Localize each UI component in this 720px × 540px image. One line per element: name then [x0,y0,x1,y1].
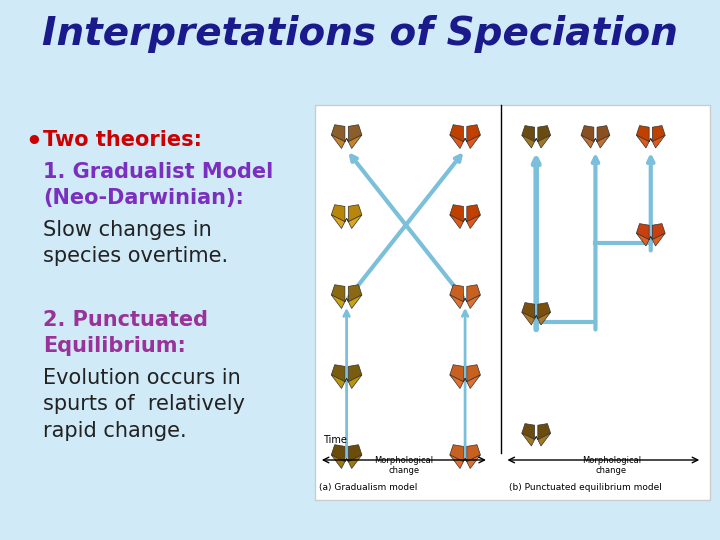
Text: 1. Gradualist Model
(Neo-Darwinian):: 1. Gradualist Model (Neo-Darwinian): [43,162,274,208]
Polygon shape [465,455,480,469]
Polygon shape [522,126,534,141]
Polygon shape [346,135,362,148]
Polygon shape [348,285,362,302]
Polygon shape [348,125,362,141]
Polygon shape [331,295,346,308]
Text: Morphological
change: Morphological change [374,456,433,475]
Polygon shape [467,285,480,302]
Polygon shape [331,215,346,228]
Polygon shape [331,205,345,222]
Polygon shape [467,125,480,141]
Polygon shape [651,233,665,246]
Polygon shape [581,135,595,148]
Polygon shape [331,125,345,141]
Text: Evolution occurs in
spurts of  relatively
rapid change.: Evolution occurs in spurts of relatively… [43,368,245,441]
Polygon shape [450,285,464,302]
Polygon shape [465,295,480,308]
Polygon shape [331,285,345,302]
Polygon shape [467,445,480,462]
Polygon shape [538,302,551,319]
Polygon shape [536,312,551,325]
Polygon shape [636,233,651,246]
Polygon shape [450,205,464,222]
Text: Time: Time [323,435,347,445]
Polygon shape [536,135,551,148]
Polygon shape [331,455,346,469]
Polygon shape [331,135,346,148]
Polygon shape [450,295,465,308]
Text: Interpretations of Speciation: Interpretations of Speciation [42,15,678,53]
Polygon shape [348,205,362,222]
Polygon shape [522,302,534,319]
Polygon shape [450,215,465,228]
Polygon shape [346,455,362,469]
Text: Slow changes in
species overtime.: Slow changes in species overtime. [43,220,228,266]
Polygon shape [636,135,651,148]
Polygon shape [538,423,551,440]
Polygon shape [450,125,464,141]
Text: Morphological
change: Morphological change [582,456,641,475]
Polygon shape [467,205,480,222]
Polygon shape [331,375,346,388]
Polygon shape [522,312,536,325]
Polygon shape [346,295,362,308]
Polygon shape [346,215,362,228]
Polygon shape [467,364,480,382]
Polygon shape [522,135,536,148]
Polygon shape [597,126,610,141]
Text: Two theories:: Two theories: [43,130,202,150]
Text: 2. Punctuated
Equilibrium:: 2. Punctuated Equilibrium: [43,310,208,356]
Polygon shape [465,375,480,388]
FancyBboxPatch shape [315,105,710,500]
Text: (a) Gradualism model: (a) Gradualism model [319,483,418,492]
Polygon shape [522,423,534,440]
Polygon shape [450,455,465,469]
Polygon shape [465,135,480,148]
Polygon shape [450,364,464,382]
Polygon shape [450,445,464,462]
Polygon shape [465,215,480,228]
Polygon shape [581,126,594,141]
Polygon shape [636,126,649,141]
Text: •: • [25,130,42,156]
Polygon shape [536,433,551,446]
Polygon shape [652,224,665,240]
Polygon shape [450,375,465,388]
Polygon shape [522,433,536,446]
Polygon shape [595,135,610,148]
Polygon shape [538,126,551,141]
Polygon shape [651,135,665,148]
Polygon shape [348,364,362,382]
Polygon shape [331,445,345,462]
Polygon shape [652,126,665,141]
Polygon shape [331,364,345,382]
Polygon shape [636,224,649,240]
Polygon shape [346,375,362,388]
Polygon shape [348,445,362,462]
Text: (b) Punctuated equilibrium model: (b) Punctuated equilibrium model [508,483,662,492]
Polygon shape [450,135,465,148]
